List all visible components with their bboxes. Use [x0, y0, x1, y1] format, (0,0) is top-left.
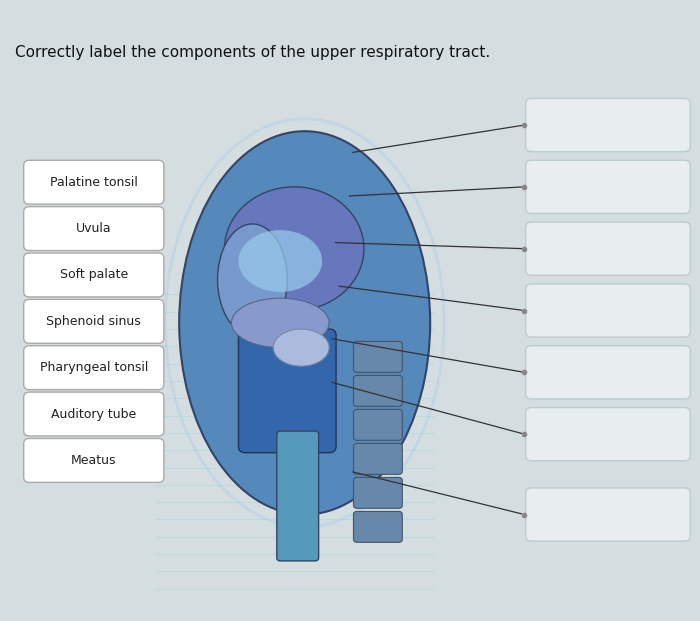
- Text: Soft palate: Soft palate: [60, 268, 128, 281]
- Text: Correctly label the components of the upper respiratory tract.: Correctly label the components of the up…: [15, 45, 491, 60]
- FancyBboxPatch shape: [526, 222, 690, 275]
- FancyBboxPatch shape: [526, 407, 690, 461]
- FancyBboxPatch shape: [354, 512, 402, 542]
- FancyBboxPatch shape: [276, 431, 318, 561]
- FancyBboxPatch shape: [354, 443, 402, 474]
- Ellipse shape: [218, 224, 287, 335]
- Ellipse shape: [232, 298, 329, 348]
- FancyBboxPatch shape: [354, 409, 402, 440]
- FancyBboxPatch shape: [526, 99, 690, 152]
- FancyBboxPatch shape: [24, 438, 164, 483]
- Ellipse shape: [179, 131, 430, 515]
- FancyBboxPatch shape: [239, 329, 336, 453]
- FancyBboxPatch shape: [526, 346, 690, 399]
- FancyBboxPatch shape: [24, 207, 164, 250]
- Text: Auditory tube: Auditory tube: [51, 407, 136, 420]
- Text: Sphenoid sinus: Sphenoid sinus: [46, 315, 141, 328]
- Ellipse shape: [239, 230, 322, 292]
- FancyBboxPatch shape: [24, 253, 164, 297]
- Ellipse shape: [273, 329, 329, 366]
- FancyBboxPatch shape: [354, 376, 402, 406]
- FancyBboxPatch shape: [526, 160, 690, 214]
- Text: Palatine tonsil: Palatine tonsil: [50, 176, 138, 189]
- FancyBboxPatch shape: [526, 488, 690, 541]
- FancyBboxPatch shape: [24, 346, 164, 389]
- Text: Uvula: Uvula: [76, 222, 111, 235]
- Ellipse shape: [225, 187, 364, 310]
- FancyBboxPatch shape: [24, 160, 164, 204]
- FancyBboxPatch shape: [526, 284, 690, 337]
- Text: Pharyngeal tonsil: Pharyngeal tonsil: [40, 361, 148, 374]
- FancyBboxPatch shape: [354, 478, 402, 509]
- FancyBboxPatch shape: [24, 299, 164, 343]
- Text: Meatus: Meatus: [71, 454, 116, 467]
- FancyBboxPatch shape: [24, 392, 164, 436]
- FancyBboxPatch shape: [354, 342, 402, 373]
